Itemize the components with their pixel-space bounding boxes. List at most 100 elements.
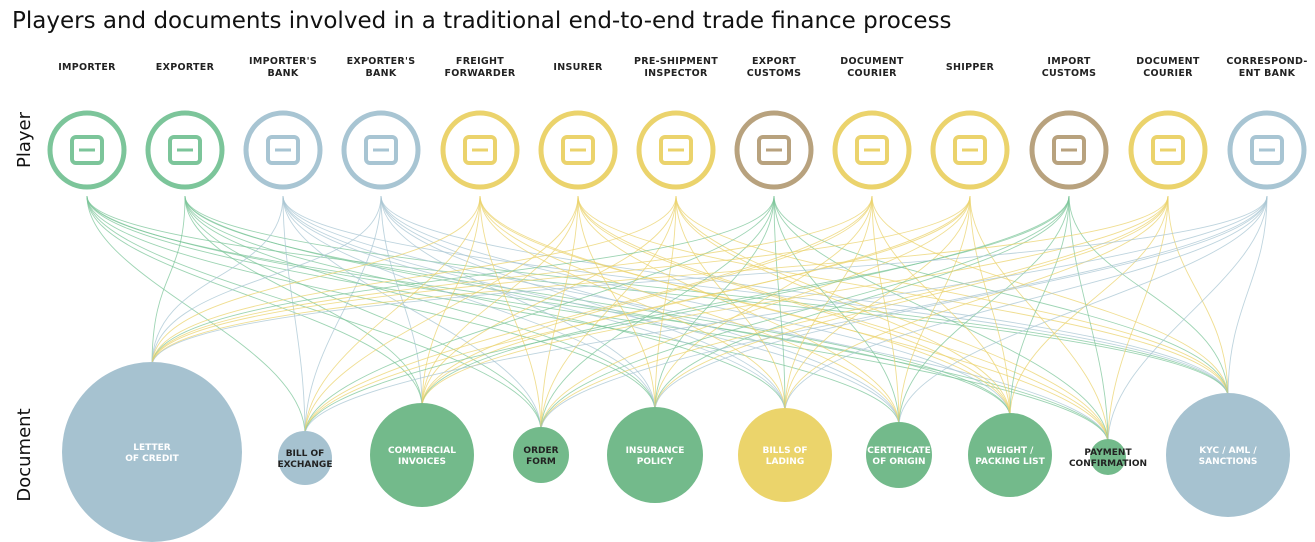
link bbox=[184, 195, 786, 413]
link bbox=[151, 195, 186, 367]
link bbox=[1009, 195, 1169, 418]
player-label: SHIPPER bbox=[945, 62, 995, 74]
link bbox=[577, 195, 656, 412]
link bbox=[421, 195, 873, 408]
player-label: INSURER bbox=[553, 62, 603, 74]
player-icon bbox=[561, 135, 595, 165]
link bbox=[773, 195, 1109, 444]
link bbox=[304, 195, 873, 436]
link bbox=[1068, 195, 1229, 398]
document-axis-label: Document bbox=[14, 408, 35, 501]
link bbox=[421, 195, 677, 408]
player-label: IMPORTER bbox=[58, 62, 116, 74]
link bbox=[1068, 195, 1109, 444]
player-label: EXPORT CUSTOMS bbox=[746, 56, 802, 79]
link bbox=[898, 195, 1070, 427]
link bbox=[421, 195, 1070, 408]
link bbox=[654, 195, 1169, 412]
document-label: WEIGHT / PACKING LIST bbox=[975, 445, 1045, 467]
document-circle bbox=[968, 413, 1052, 497]
player-icon bbox=[266, 135, 300, 165]
link bbox=[479, 195, 1109, 444]
player-label: IMPORTER'S BANK bbox=[249, 56, 317, 79]
link bbox=[151, 195, 677, 367]
link bbox=[654, 195, 1268, 412]
title: Players and documents involved in a trad… bbox=[12, 8, 952, 34]
link bbox=[151, 195, 971, 367]
player-icon bbox=[70, 135, 104, 165]
link bbox=[86, 195, 1109, 444]
link bbox=[151, 195, 1268, 367]
player-axis-label: Player bbox=[14, 111, 35, 168]
link bbox=[540, 195, 579, 432]
link bbox=[282, 195, 786, 413]
link bbox=[577, 195, 1109, 444]
player-icon bbox=[1250, 135, 1284, 165]
player-icon bbox=[757, 135, 791, 165]
link bbox=[479, 195, 1011, 418]
link bbox=[282, 195, 656, 412]
link bbox=[540, 195, 1169, 432]
document-label: BILL OF EXCHANGE bbox=[277, 448, 333, 470]
document-label: INSURANCE POLICY bbox=[625, 445, 685, 467]
link bbox=[540, 195, 677, 432]
player-icon bbox=[1052, 135, 1086, 165]
link bbox=[151, 195, 481, 367]
player-icon bbox=[364, 135, 398, 165]
link bbox=[282, 195, 1109, 444]
link bbox=[784, 195, 971, 413]
player-label: FREIGHT FORWARDER bbox=[444, 56, 516, 79]
link bbox=[304, 195, 481, 436]
player-icon bbox=[659, 135, 693, 165]
link bbox=[577, 195, 1011, 418]
link bbox=[577, 195, 1229, 398]
link bbox=[784, 195, 1169, 413]
link bbox=[898, 195, 971, 427]
link bbox=[784, 195, 873, 413]
document-circle bbox=[278, 431, 332, 485]
player-icon bbox=[168, 135, 202, 165]
link bbox=[304, 195, 382, 436]
player-icon bbox=[953, 135, 987, 165]
link bbox=[871, 195, 900, 427]
document-label: LETTER OF CREDIT bbox=[125, 442, 179, 464]
link bbox=[1167, 195, 1229, 398]
link bbox=[184, 195, 423, 408]
link bbox=[675, 195, 1109, 444]
link bbox=[282, 195, 306, 436]
link bbox=[184, 195, 1109, 444]
link bbox=[675, 195, 1229, 398]
link bbox=[282, 195, 542, 432]
link bbox=[898, 195, 1268, 427]
link bbox=[784, 195, 1268, 413]
document-circle bbox=[513, 427, 569, 483]
link bbox=[540, 195, 1070, 432]
link bbox=[304, 195, 775, 436]
player-icon bbox=[463, 135, 497, 165]
link bbox=[654, 195, 873, 412]
link bbox=[184, 195, 1011, 418]
link bbox=[969, 195, 1109, 444]
link bbox=[1107, 195, 1169, 444]
document-label: COMMERCIAL INVOICES bbox=[388, 445, 456, 467]
document-label: KYC / AML / SANCTIONS bbox=[1198, 445, 1258, 467]
document-label: PAYMENT CONFIRMATION bbox=[1068, 447, 1148, 469]
link bbox=[304, 195, 971, 436]
document-circle bbox=[370, 403, 474, 507]
link bbox=[1227, 195, 1268, 398]
player-label: DOCUMENT COURIER bbox=[840, 56, 904, 79]
link bbox=[86, 195, 306, 436]
link bbox=[380, 195, 423, 408]
link bbox=[380, 195, 656, 412]
player-icon bbox=[1151, 135, 1185, 165]
document-label: ORDER FORM bbox=[523, 445, 559, 467]
link bbox=[304, 195, 1268, 436]
link bbox=[184, 195, 542, 432]
link bbox=[773, 195, 786, 413]
document-circle bbox=[607, 407, 703, 503]
player-label: EXPORTER bbox=[155, 62, 215, 74]
link bbox=[380, 195, 1011, 418]
document-circle bbox=[738, 408, 832, 502]
link bbox=[421, 195, 1169, 408]
link bbox=[654, 195, 775, 412]
